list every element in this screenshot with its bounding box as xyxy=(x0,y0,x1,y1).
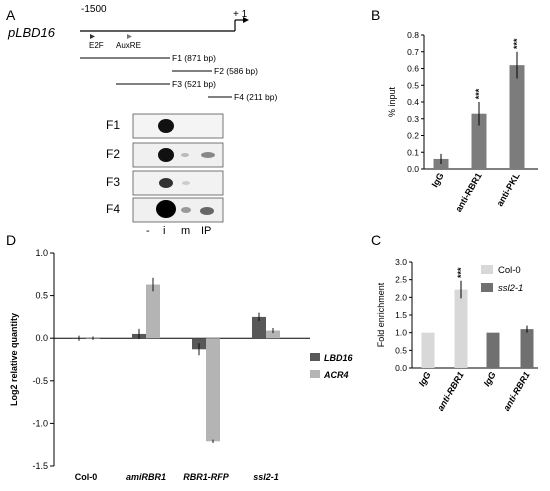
tss-arrow-icon xyxy=(243,17,249,23)
motif-label-auxre: AuxRE xyxy=(116,41,141,50)
y-tick-label: 0.5 xyxy=(395,345,407,355)
y-tick-label: -1.0 xyxy=(32,418,48,428)
y-tick-label: 0.2 xyxy=(407,131,419,141)
e2f-motif-icon xyxy=(90,34,95,39)
gel-row-label-f2: F2 xyxy=(106,147,120,161)
y-tick-label: 0.3 xyxy=(407,114,419,124)
y-tick-label: 0.6 xyxy=(407,64,419,74)
y-axis-label: Fold enrichment xyxy=(376,282,386,347)
bar xyxy=(206,338,220,442)
x-tick-label: IgG xyxy=(482,370,498,388)
gel-lane-label-neg: - xyxy=(146,225,150,237)
legend-swatch xyxy=(310,370,320,378)
promoter-start-position: -1500 xyxy=(81,4,107,15)
gel-band xyxy=(158,119,174,133)
fragment-f2-label: F2 (586 bp) xyxy=(214,66,258,76)
x-tick-label: anti-RBR1 xyxy=(453,171,483,214)
x-tick-label: IgG xyxy=(430,171,446,189)
panel-c-chart: C 0.0 0.5 1.0 1.5 2.0 2.5 3.0 Fold enrichment Ig… xyxy=(371,232,538,413)
bar xyxy=(454,289,468,368)
y-tick-label: 0.0 xyxy=(407,164,419,174)
x-tick-label: Col-0 xyxy=(75,472,98,482)
bar xyxy=(520,329,534,368)
x-tick-label: IgG xyxy=(417,370,433,388)
y-axis-label: % input xyxy=(387,86,397,117)
y-tick-label: 0.4 xyxy=(407,97,419,107)
gel-band xyxy=(200,207,214,215)
significance-label: *** xyxy=(456,267,466,278)
y-tick-label: 2.5 xyxy=(395,275,407,285)
gel-band xyxy=(181,207,191,213)
y-tick-label: 0.0 xyxy=(395,363,407,373)
legend-swatch xyxy=(310,353,320,361)
y-tick-label: 1.0 xyxy=(395,328,407,338)
y-tick-label: 0.8 xyxy=(407,30,419,40)
y-tick-label: 2.0 xyxy=(395,292,407,302)
panel-letter-d: D xyxy=(6,232,16,248)
y-tick-label: 0.1 xyxy=(407,147,419,157)
gel-lane-label-mock: m xyxy=(181,225,190,237)
bar xyxy=(509,65,525,169)
gel-lane-label-input: i xyxy=(163,225,165,237)
legend-label: Col-0 xyxy=(498,265,521,276)
y-tick-label: -0.5 xyxy=(32,376,48,386)
gel-row-label-f3: F3 xyxy=(106,175,120,189)
panel-a: A -1500 + 1 pLBD16 E2F AuxRE F1 (871 bp)… xyxy=(6,4,277,237)
panel-d-chart: D 1.0 0.5 0.0 -0.5 -1.0 -1.5 Log2 relative qua… xyxy=(6,232,354,482)
y-axis-label: Log2 relative quantity xyxy=(9,313,19,406)
y-tick-label: 1.0 xyxy=(35,248,48,258)
x-tick-label: RBR1-RFP xyxy=(183,472,229,482)
x-tick-label: anti-PKL xyxy=(495,171,522,208)
x-tick-label: amiRBR1 xyxy=(126,472,166,482)
gel-row-label-f4: F4 xyxy=(106,202,120,216)
gel-lane-label-ip: IP xyxy=(201,225,211,237)
gel-band xyxy=(181,153,189,157)
legend-label: ssl2-1 xyxy=(498,283,523,294)
y-tick-label: 0.5 xyxy=(35,291,48,301)
gel-band xyxy=(201,152,215,158)
x-tick-label: anti-RBR1 xyxy=(435,370,465,413)
y-tick-label: 3.0 xyxy=(395,257,407,267)
legend-swatch xyxy=(481,283,493,292)
legend-label: ACR4 xyxy=(323,370,349,380)
bar xyxy=(421,332,435,368)
bar xyxy=(146,284,160,339)
y-tick-label: 1.5 xyxy=(395,310,407,320)
gel-strip-f3 xyxy=(132,170,224,196)
fragment-f1-label: F1 (871 bp) xyxy=(172,53,216,63)
y-tick-label: -1.5 xyxy=(32,461,48,471)
significance-label: *** xyxy=(474,88,484,99)
gel-band xyxy=(156,200,176,218)
panel-letter-b: B xyxy=(371,7,380,23)
auxre-motif-icon xyxy=(127,34,132,39)
panel-letter-c: C xyxy=(371,232,381,248)
gel-band xyxy=(158,148,174,162)
legend-swatch xyxy=(481,265,493,274)
x-tick-label: anti-RBR1 xyxy=(501,370,531,413)
legend-label: LBD16 xyxy=(324,353,354,363)
fragment-f4-label: F4 (211 bp) xyxy=(234,92,277,102)
bar xyxy=(266,330,280,339)
panel-letter-a: A xyxy=(6,7,16,23)
promoter-end-position: + 1 xyxy=(233,9,248,20)
gel-band xyxy=(182,181,190,185)
panel-b-chart: B 0.0 0.1 0.2 0.3 0.4 0.5 0.6 0.7 0.8 % input IgG *… xyxy=(371,7,538,214)
x-tick-label: ssl2-1 xyxy=(253,472,279,482)
bar xyxy=(486,332,500,368)
y-tick-label: 0.5 xyxy=(407,80,419,90)
y-tick-label: 0.0 xyxy=(35,333,48,343)
gel-strip-f1 xyxy=(132,113,224,139)
bar xyxy=(252,316,266,339)
motif-label-e2f: E2F xyxy=(89,41,104,50)
gel-band xyxy=(159,178,173,188)
bar xyxy=(471,113,487,169)
y-tick-label: 0.7 xyxy=(407,47,419,57)
significance-label: *** xyxy=(512,38,522,49)
promoter-name: pLBD16 xyxy=(7,25,56,40)
gel-row-label-f1: F1 xyxy=(106,118,120,132)
fragment-f3-label: F3 (521 bp) xyxy=(172,79,216,89)
